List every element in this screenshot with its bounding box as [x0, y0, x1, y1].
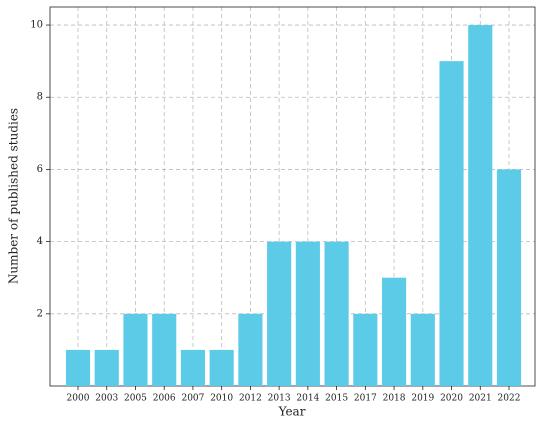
- bar: [238, 313, 263, 386]
- plot-frame: [49, 6, 536, 387]
- bar: [295, 241, 320, 386]
- y-tick-label: 2: [37, 308, 43, 319]
- x-tick-label: 2019: [411, 394, 434, 404]
- bar: [410, 313, 435, 386]
- x-tick-label: 2000: [67, 394, 90, 404]
- x-tick-label: 2020: [440, 394, 463, 404]
- bar: [123, 313, 148, 386]
- x-tick-label: 2015: [325, 394, 348, 404]
- x-tick-label: 2012: [239, 394, 262, 404]
- bar: [353, 313, 378, 386]
- bar: [152, 313, 177, 386]
- y-tick-label: 8: [37, 92, 43, 103]
- y-tick-label: 10: [30, 20, 43, 31]
- x-tick-label: 2006: [153, 394, 176, 404]
- x-tick-label: 2014: [296, 394, 319, 404]
- bar: [209, 349, 234, 386]
- y-tick-label: 4: [37, 236, 43, 247]
- bar: [65, 349, 91, 386]
- x-tick-label: 2017: [354, 394, 377, 404]
- x-tick-label: 2010: [210, 394, 233, 404]
- x-tick-label: 2022: [498, 394, 521, 404]
- x-tick-label: 2007: [181, 394, 204, 404]
- bar: [439, 61, 464, 387]
- x-axis-title: Year: [278, 405, 306, 419]
- x-tick-label: 2003: [95, 394, 118, 404]
- x-tick-label: 2018: [383, 394, 406, 404]
- y-tick-label: 6: [37, 164, 43, 175]
- bar: [468, 25, 493, 387]
- x-tick-label: 2013: [268, 394, 291, 404]
- x-tick-label: 2005: [124, 394, 147, 404]
- bar: [94, 349, 119, 386]
- bar: [267, 241, 292, 386]
- bar: [381, 277, 407, 386]
- x-tick-label: 2021: [469, 394, 492, 404]
- bar: [180, 349, 206, 386]
- bar: [496, 169, 522, 386]
- bar: [324, 241, 349, 386]
- y-axis-title: Number of published studies: [7, 108, 21, 284]
